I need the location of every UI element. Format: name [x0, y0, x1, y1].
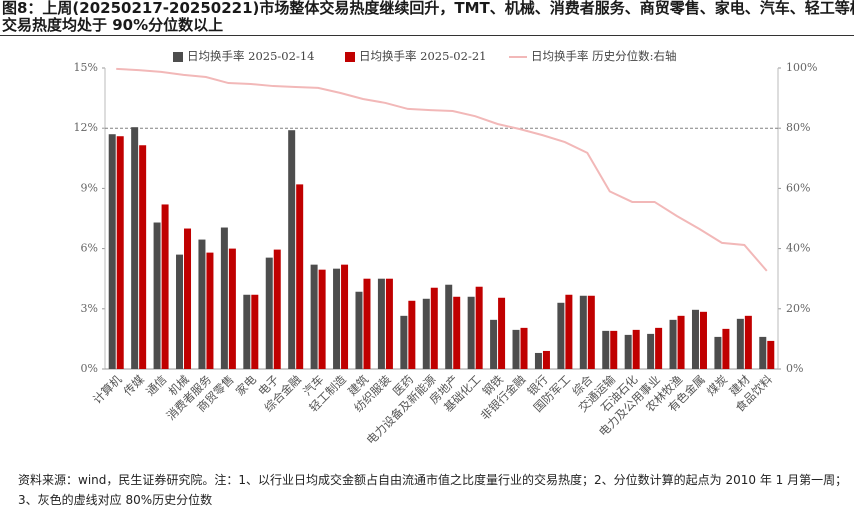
- bar: [422, 298, 430, 369]
- line: [116, 67, 768, 272]
- bar: [430, 287, 438, 369]
- x-tick-label: 传媒: [121, 372, 148, 399]
- legend-label: 日均换手率 历史分位数:右轴: [531, 49, 677, 63]
- bar: [206, 252, 214, 369]
- bar: [108, 134, 116, 369]
- bar: [475, 286, 483, 369]
- bar: [139, 145, 147, 369]
- legend-label: 日均换手率 2025-02-14: [187, 49, 314, 63]
- bar: [288, 130, 296, 369]
- bar: [534, 352, 542, 369]
- bar: [632, 329, 640, 369]
- bar: [714, 336, 722, 369]
- footnote: 资料来源：wind，民生证券研究院。注：1、以行业日均成交金额占自由流通市值之比…: [18, 473, 848, 507]
- bar: [512, 329, 520, 369]
- legend-label: 日均换手率 2025-02-21: [359, 49, 486, 63]
- bar: [243, 294, 251, 369]
- legend-swatch: [173, 52, 183, 62]
- bar: [363, 278, 371, 369]
- bar: [699, 311, 707, 369]
- bar: [647, 333, 655, 369]
- y2-tick-label: 0%: [786, 362, 803, 375]
- bar: [602, 330, 610, 369]
- y2-tick-label: 100%: [786, 61, 817, 74]
- bar: [355, 291, 363, 369]
- x-tick-label: 计算机: [90, 372, 125, 407]
- bar: [610, 330, 618, 369]
- bar: [542, 350, 550, 369]
- y2-tick-label: 80%: [786, 121, 810, 134]
- bar: [153, 222, 161, 369]
- bar: [722, 328, 730, 369]
- bar: [273, 249, 281, 369]
- bar: [467, 296, 475, 369]
- bar: [445, 284, 453, 369]
- bar: [116, 136, 124, 369]
- bar: [744, 315, 752, 369]
- y-tick-label: 9%: [81, 181, 98, 194]
- y-tick-label: 12%: [74, 121, 98, 134]
- legend-swatch: [345, 52, 355, 62]
- bar: [520, 327, 528, 369]
- bar: [184, 228, 192, 369]
- bar: [220, 227, 228, 369]
- bar: [767, 340, 775, 369]
- y-tick-label: 15%: [74, 61, 98, 74]
- bar: [655, 327, 663, 369]
- bar: [341, 264, 349, 369]
- bar: [498, 297, 506, 369]
- title-rule: [0, 35, 854, 36]
- chart-title: 图8：上周(20250217-20250221)市场整体交易热度继续回升，TMT…: [2, 0, 854, 34]
- bar: [377, 278, 385, 369]
- bar: [318, 269, 326, 369]
- bar: [691, 309, 699, 369]
- bar: [161, 204, 169, 369]
- bar: [736, 318, 744, 369]
- bar: [400, 315, 408, 369]
- bar: [385, 278, 393, 369]
- bar: [677, 315, 685, 369]
- y-tick-label: 0%: [81, 362, 98, 375]
- x-tick-label: 家电: [233, 372, 260, 399]
- bar: [669, 319, 677, 369]
- bar: [490, 319, 498, 369]
- bar: [176, 254, 184, 369]
- bar: [557, 302, 565, 369]
- bar: [624, 334, 632, 369]
- bar: [579, 295, 587, 369]
- bar: [296, 184, 304, 369]
- x-tick-label: 煤炭: [704, 372, 730, 398]
- bar: [565, 294, 573, 369]
- bar: [453, 296, 461, 369]
- chart: 0%3%6%9%12%15%0%20%40%60%80%100%计算机传媒通信机…: [74, 49, 818, 447]
- x-tick-label: 通信: [143, 372, 169, 398]
- bar: [265, 257, 273, 369]
- y2-tick-label: 20%: [786, 302, 810, 315]
- bar: [408, 300, 416, 369]
- bar: [131, 127, 139, 370]
- bar: [310, 264, 318, 369]
- bar: [228, 248, 236, 369]
- y2-tick-label: 60%: [786, 181, 810, 194]
- bar: [587, 295, 595, 369]
- y-tick-label: 3%: [81, 302, 98, 315]
- y-tick-label: 6%: [81, 242, 98, 255]
- y2-tick-label: 40%: [786, 242, 810, 255]
- bar: [198, 239, 206, 369]
- bar: [333, 268, 341, 369]
- bar: [251, 294, 259, 369]
- bar: [759, 336, 767, 369]
